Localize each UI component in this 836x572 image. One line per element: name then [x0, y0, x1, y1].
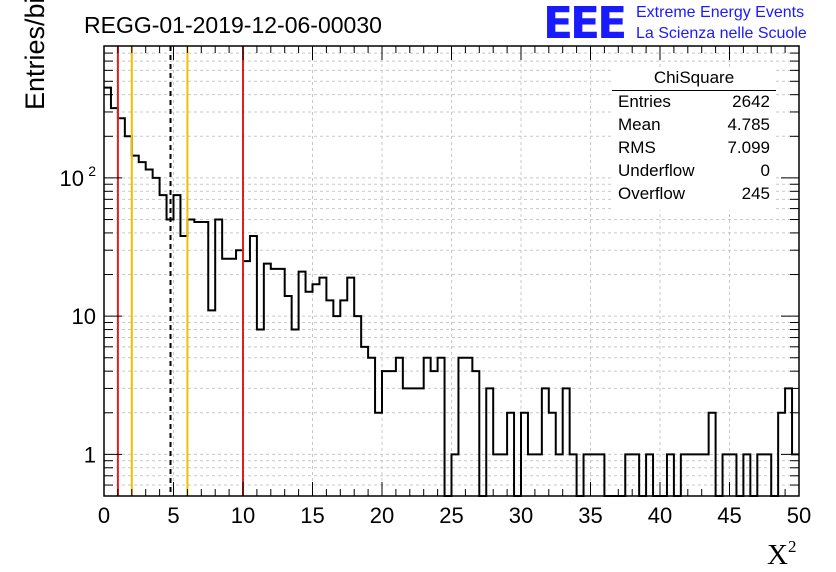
histogram-bin — [361, 347, 368, 496]
histogram-bin — [354, 316, 361, 496]
histogram-bin — [285, 296, 292, 496]
x-tick-label: 25 — [439, 503, 463, 528]
y-tick-label: 10 — [60, 166, 84, 191]
x-axis-label-base: X — [767, 539, 788, 571]
x-axis-label: X2 — [767, 537, 796, 572]
histogram-bin — [403, 388, 410, 496]
y-tick-label: 10 — [72, 304, 96, 329]
histogram-bin — [563, 388, 570, 496]
stats-value: 0 — [760, 161, 770, 180]
x-tick-label: 10 — [231, 503, 255, 528]
stats-title: ChiSquare — [653, 68, 735, 87]
histogram-bin — [368, 358, 375, 496]
histogram-bin — [396, 358, 403, 496]
y-tick-label-exponent: 2 — [88, 163, 96, 179]
stats-row-underflow: Underflow 0 — [618, 161, 770, 184]
x-tick-label: 5 — [167, 503, 179, 528]
logo-text-line2: La Scienza nelle Scuole — [636, 25, 807, 42]
x-tick-label: 30 — [509, 503, 533, 528]
stats-label: Underflow — [618, 161, 695, 180]
stats-row-rms: RMS 7.099 — [618, 138, 770, 161]
histogram-bin — [194, 222, 201, 496]
x-tick-label: 20 — [370, 503, 394, 528]
histogram-bin — [333, 316, 340, 496]
histogram-bin — [458, 358, 465, 496]
histogram-bin — [785, 388, 792, 496]
histogram-bin — [486, 388, 493, 496]
histogram-bin — [104, 88, 111, 496]
histogram-bin — [431, 371, 438, 496]
histogram-bin — [319, 278, 326, 496]
histogram-bin — [174, 195, 181, 496]
y-axis-label: Entries/bin — [20, 0, 50, 110]
histogram-bin — [153, 178, 160, 496]
x-tick-label: 15 — [300, 503, 324, 528]
grid-layer — [104, 46, 799, 496]
stats-label: Mean — [618, 115, 661, 134]
stats-value: 7.099 — [727, 138, 770, 157]
stats-value: 245 — [741, 184, 770, 203]
stats-label: Overflow — [618, 184, 686, 203]
histogram-bin — [111, 108, 118, 496]
stats-label: Entries — [618, 92, 671, 111]
histogram-bin — [146, 170, 153, 496]
x-tick-label: 45 — [717, 503, 741, 528]
histogram-bin — [438, 358, 445, 496]
stats-row-overflow: Overflow 245 — [618, 184, 770, 207]
logo-text-line1: Extreme Energy Events — [636, 4, 805, 21]
stats-label: RMS — [618, 138, 656, 157]
histogram-bin — [542, 388, 549, 496]
eee-logo: EEE — [543, 0, 627, 49]
histogram-bin — [201, 222, 208, 496]
stats-value: 2642 — [732, 92, 770, 111]
stats-box: ChiSquare Entries 2642 Mean 4.785 RMS 7.… — [612, 68, 776, 210]
histogram-bin — [347, 278, 354, 496]
histogram-bin — [278, 269, 285, 496]
histogram-bin — [132, 156, 139, 496]
stats-row-entries: Entries 2642 — [618, 92, 770, 115]
histogram-bin — [389, 371, 396, 496]
stats-value: 4.785 — [727, 115, 770, 134]
x-axis-label-superscript: 2 — [787, 537, 797, 556]
histogram-bin — [472, 371, 479, 496]
histogram-bin — [424, 358, 431, 496]
histogram-bin — [118, 118, 125, 496]
histogram-bin — [160, 195, 167, 496]
x-tick-label: 50 — [787, 503, 811, 528]
histogram-bin — [410, 388, 417, 496]
x-tick-label: 35 — [578, 503, 602, 528]
chart-title: REGG-01-2019-12-06-00030 — [84, 12, 382, 38]
histogram-bin — [465, 358, 472, 496]
stats-divider — [612, 90, 776, 91]
histogram-bin — [299, 272, 306, 496]
y-tick-label: 1 — [84, 442, 96, 467]
x-tick-label: 40 — [648, 503, 672, 528]
cut-lines-layer — [116, 46, 244, 496]
histogram-bin — [271, 269, 278, 496]
x-tick-label: 0 — [98, 503, 110, 528]
histogram-bin — [236, 250, 243, 496]
histogram-bin — [382, 371, 389, 496]
histogram-bin — [417, 388, 424, 496]
stats-row-mean: Mean 4.785 — [618, 115, 770, 138]
